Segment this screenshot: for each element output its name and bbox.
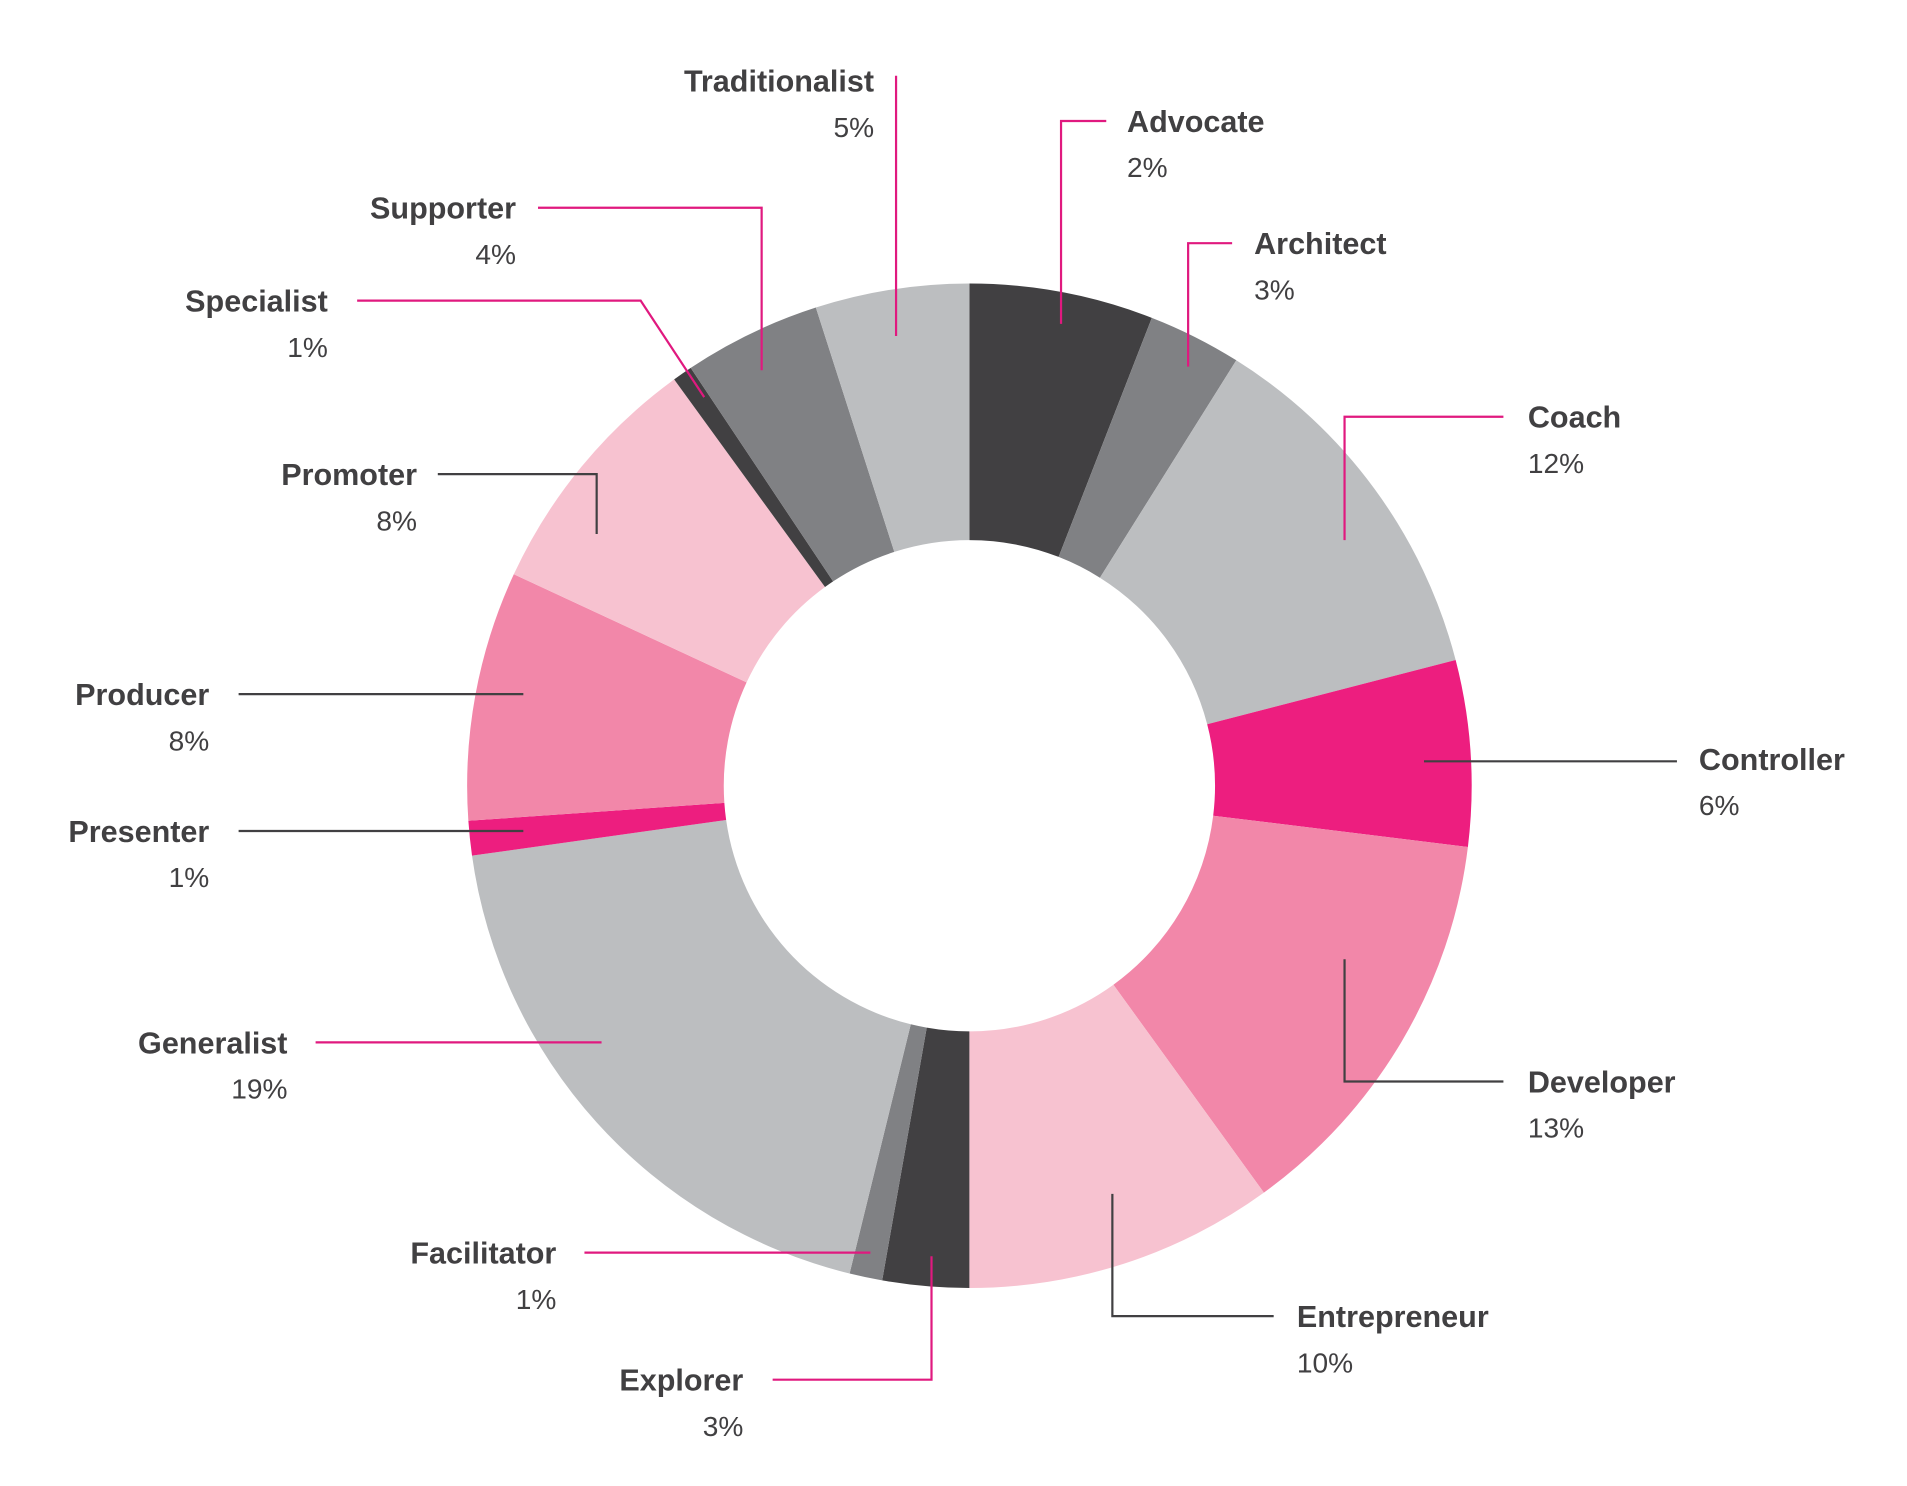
leader-line-explorer (772, 1256, 933, 1381)
slice-coach (1099, 360, 1456, 725)
slice-value-specialist: 1% (287, 332, 328, 363)
labels: Advocate 2% Architect 3% Coach 12% Controller 6… (68, 65, 1845, 1442)
slice-label-advocate: Advocate (1127, 105, 1265, 139)
slice-value-advocate: 2% (1127, 152, 1168, 183)
slice-promoter (513, 379, 826, 683)
slice-label-producer: Producer (75, 678, 209, 712)
leader-lines (238, 75, 1677, 1381)
slice-label-entrepreneur: Entrepreneur (1297, 1300, 1489, 1334)
slice-label-promoter: Promoter (281, 458, 417, 492)
slice-label-presenter: Presenter (68, 815, 209, 849)
slice-value-architect: 3% (1254, 274, 1295, 305)
slice-label-controller: Controller (1699, 743, 1845, 777)
leader-line-developer (1343, 959, 1504, 1083)
slice-value-generalist: 19% (231, 1074, 287, 1105)
slice-label-generalist: Generalist (138, 1026, 287, 1060)
slice-label-traditionalist: Traditionalist (684, 65, 874, 99)
leader-line-specialist (357, 299, 706, 398)
slice-value-entrepreneur: 10% (1297, 1347, 1353, 1378)
leader-line-supporter (538, 206, 763, 371)
slice-advocate (969, 283, 1152, 557)
slice-value-traditionalist: 5% (833, 112, 874, 143)
slice-architect (1058, 317, 1237, 578)
slice-value-producer: 8% (169, 725, 210, 756)
leader-line-promoter (437, 473, 598, 535)
slice-label-supporter: Supporter (370, 192, 516, 226)
slice-developer (1113, 815, 1468, 1193)
slice-value-promoter: 8% (376, 505, 417, 536)
slice-label-developer: Developer (1528, 1066, 1676, 1100)
slice-generalist (472, 819, 911, 1274)
slice-traditionalist (815, 283, 970, 552)
leader-line-coach (1343, 415, 1504, 541)
slice-explorer (882, 1027, 970, 1289)
slice-producer (467, 574, 747, 821)
slice-presenter (468, 802, 727, 856)
slice-label-explorer: Explorer (619, 1364, 743, 1398)
slices (467, 283, 1472, 1289)
leader-line-entrepreneur (1111, 1193, 1274, 1318)
slice-facilitator (849, 1024, 927, 1281)
slice-entrepreneur (969, 984, 1264, 1289)
leader-line-architect (1187, 242, 1233, 367)
slice-value-presenter: 1% (169, 862, 210, 893)
leader-line-advocate (1059, 119, 1107, 324)
slice-value-developer: 13% (1528, 1113, 1584, 1144)
slice-label-coach: Coach (1528, 401, 1621, 435)
slice-value-facilitator: 1% (516, 1284, 557, 1315)
slice-controller (1207, 660, 1472, 847)
slice-value-supporter: 4% (475, 239, 516, 270)
slice-label-facilitator: Facilitator (410, 1237, 556, 1271)
slice-value-controller: 6% (1699, 790, 1740, 821)
slice-supporter (690, 307, 895, 582)
slice-value-coach: 12% (1528, 448, 1584, 479)
slice-value-explorer: 3% (703, 1411, 744, 1442)
slice-label-specialist: Specialist (185, 285, 328, 319)
slice-specialist (674, 367, 834, 588)
slice-label-architect: Architect (1254, 227, 1386, 261)
